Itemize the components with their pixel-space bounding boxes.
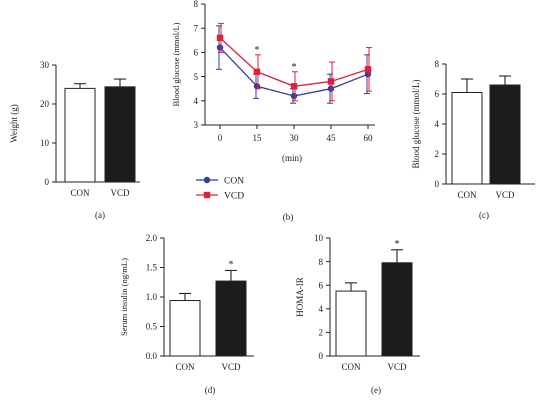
y-axis-label: Blood glucose (mmol/L) (171, 22, 181, 106)
y-tick-label: 2 (435, 149, 440, 159)
bar-con (169, 300, 201, 357)
panel-caption: (e) (371, 385, 381, 395)
x-tick-label: CON (175, 362, 195, 372)
bar-vcd (215, 280, 247, 357)
y-tick-label: 8 (194, 0, 199, 9)
y-axis-label: Weight (g) (9, 104, 19, 143)
y-axis-label: Serum insulin (ng/mL) (119, 258, 129, 336)
y-tick-label: 30 (40, 60, 50, 70)
data-point (216, 34, 224, 42)
x-tick-label: VCD (387, 362, 407, 372)
y-tick-label: 2.0 (146, 233, 158, 243)
y-tick-label: 10 (314, 233, 324, 243)
x-tick-label: 45 (327, 133, 337, 143)
y-tick-label: 3 (194, 120, 199, 130)
x-tick-label: CON (457, 190, 477, 200)
y-tick-label: 0 (435, 179, 440, 189)
data-point (364, 66, 372, 73)
panel-caption: (d) (205, 385, 216, 395)
y-tick-label: 10 (40, 138, 50, 148)
bar-con (451, 92, 483, 185)
panel-e: 0 2 4 6 8 10 HOMA-IR CON VCD * (e) (295, 233, 420, 395)
significance-marker: * (395, 239, 400, 250)
data-point (253, 83, 261, 90)
legend-marker (203, 176, 211, 184)
panel-caption: (a) (95, 210, 105, 220)
x-tick-label: 30 (290, 133, 300, 143)
data-point (327, 78, 335, 85)
data-point (253, 68, 261, 75)
y-axis-label: Blood glucose (mmol/L) (411, 80, 421, 169)
y-tick-label: 8 (435, 59, 440, 69)
y-tick-label: 0.0 (146, 351, 158, 361)
y-axis-label: HOMA-IR (295, 277, 305, 317)
bar-con (335, 290, 367, 357)
bar-vcd (489, 84, 521, 185)
significance-marker: * (229, 259, 234, 270)
bar-vcd (104, 86, 136, 183)
panel-caption: (c) (479, 210, 489, 220)
legend-label: CON (224, 176, 244, 186)
x-tick-label: CON (70, 188, 90, 198)
series-con (216, 25, 372, 104)
x-tick-label: 15 (253, 133, 263, 143)
legend-label: VCD (224, 191, 244, 201)
data-point (290, 83, 298, 90)
bar-vcd (381, 262, 413, 357)
x-axis-label: (min) (282, 153, 302, 163)
data-point (364, 70, 372, 78)
panel-d: 0.0 0.5 1.0 1.5 2.0 Serum insulin (ng/mL) CON V… (119, 233, 254, 395)
x-tick-label: VCD (221, 362, 241, 372)
legend-marker (203, 191, 211, 199)
significance-marker: * (255, 45, 260, 56)
y-tick-label: 4 (194, 96, 199, 106)
x-tick-label: 0 (218, 133, 223, 143)
data-point (290, 92, 298, 100)
data-point (327, 85, 335, 92)
x-tick-label: CON (341, 362, 361, 372)
y-tick-label: 8 (319, 257, 324, 267)
legend: CON VCD (196, 176, 244, 201)
x-tick-label: VCD (495, 190, 515, 200)
y-tick-label: 0 (319, 351, 324, 361)
y-tick-label: 20 (40, 99, 50, 109)
series-vcd (216, 22, 372, 102)
y-tick-label: 0 (45, 177, 50, 187)
y-tick-label: 7 (194, 23, 199, 33)
panel-caption: (b) (283, 212, 294, 222)
y-tick-label: 6 (435, 89, 440, 99)
y-tick-label: 6 (194, 48, 199, 58)
y-tick-label: 6 (319, 280, 324, 290)
y-tick-label: 2 (319, 328, 324, 338)
y-tick-label: 0.5 (146, 322, 158, 332)
y-tick-label: 1.5 (146, 263, 158, 273)
x-tick-label: 60 (364, 133, 374, 143)
y-tick-label: 1.0 (146, 292, 158, 302)
panel-a: 0 10 20 30 Weight (g) CON VCD (a) (9, 60, 140, 220)
significance-marker: * (292, 62, 297, 73)
y-tick-label: 4 (435, 119, 440, 129)
bar-con (64, 87, 96, 183)
data-point (216, 44, 224, 51)
panel-c: 0 2 4 6 8 Blood glucose (mmol/L) CON VCD (c) (411, 59, 535, 220)
y-tick-label: 5 (194, 72, 199, 82)
x-tick-label: VCD (110, 188, 130, 198)
y-tick-label: 4 (319, 304, 324, 314)
